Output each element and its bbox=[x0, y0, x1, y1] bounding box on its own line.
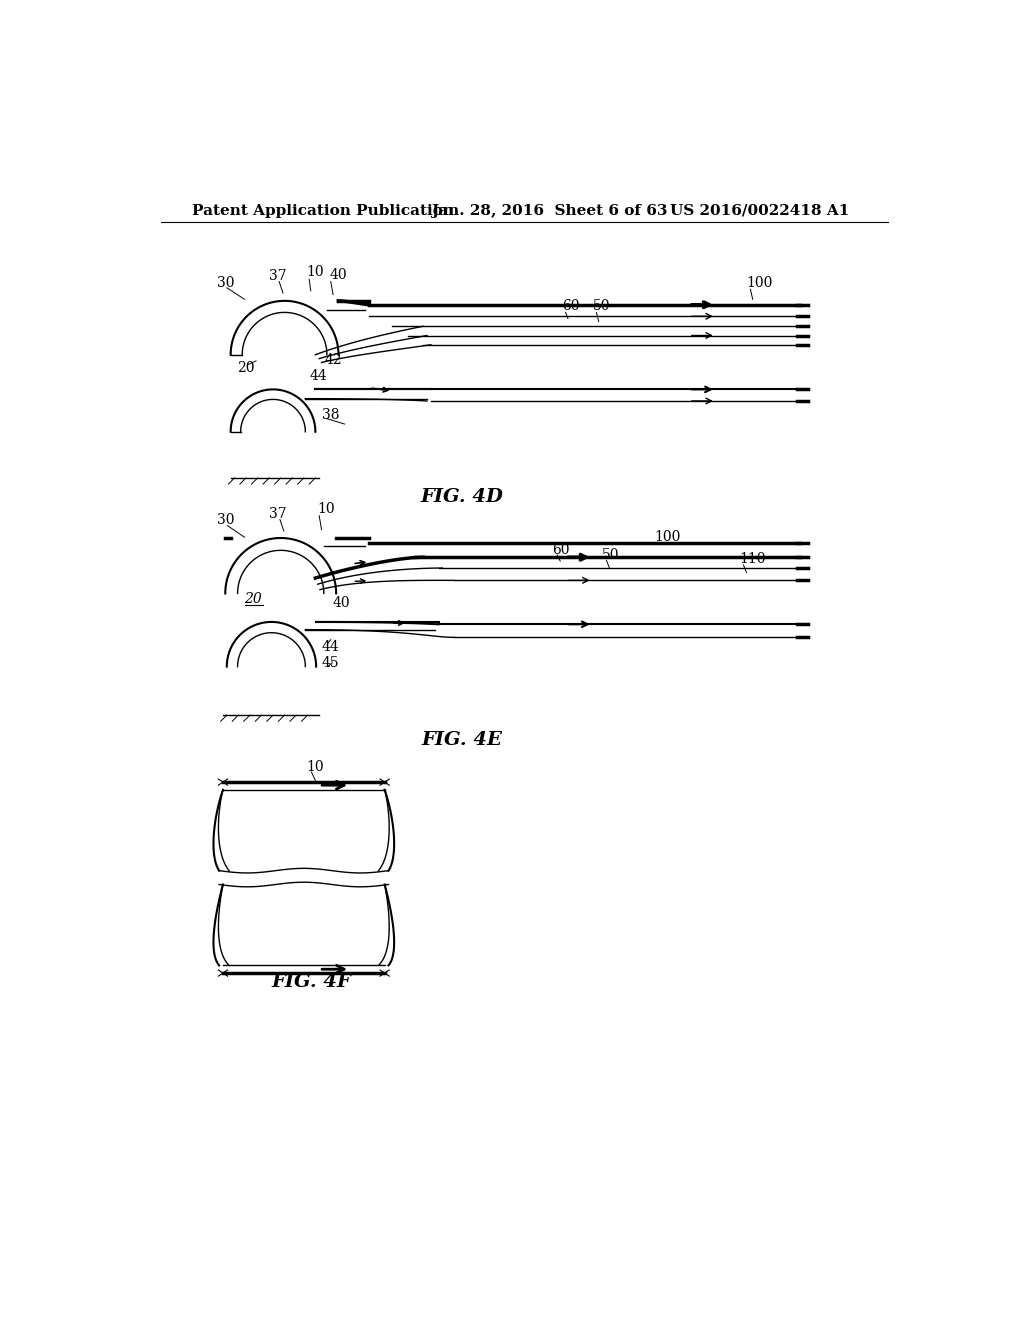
Text: Jan. 28, 2016  Sheet 6 of 63: Jan. 28, 2016 Sheet 6 of 63 bbox=[431, 203, 668, 218]
Text: 20: 20 bbox=[245, 591, 262, 606]
Text: 10: 10 bbox=[316, 502, 335, 516]
Text: 30: 30 bbox=[217, 513, 234, 527]
Text: 60: 60 bbox=[562, 300, 580, 313]
Text: 100: 100 bbox=[654, 531, 681, 544]
Text: 100: 100 bbox=[746, 276, 773, 290]
Text: 44: 44 bbox=[309, 368, 327, 383]
Text: FIG. 4D: FIG. 4D bbox=[420, 488, 503, 506]
Text: FIG. 4E: FIG. 4E bbox=[421, 731, 502, 748]
Text: 50: 50 bbox=[602, 548, 620, 562]
Text: 40: 40 bbox=[330, 268, 347, 282]
Text: 20: 20 bbox=[237, 360, 254, 375]
Text: 10: 10 bbox=[306, 265, 324, 280]
Text: 40: 40 bbox=[333, 597, 350, 610]
Text: 42: 42 bbox=[325, 354, 342, 367]
Text: 30: 30 bbox=[217, 276, 234, 290]
Text: Patent Application Publication: Patent Application Publication bbox=[193, 203, 455, 218]
Text: 37: 37 bbox=[269, 269, 287, 284]
Text: 38: 38 bbox=[322, 408, 339, 422]
Text: 60: 60 bbox=[553, 543, 570, 557]
Text: 50: 50 bbox=[593, 300, 610, 313]
Text: 37: 37 bbox=[269, 507, 287, 521]
Text: 45: 45 bbox=[322, 656, 339, 669]
Text: 110: 110 bbox=[739, 552, 765, 566]
Text: 44: 44 bbox=[322, 640, 339, 655]
Text: 10: 10 bbox=[306, 760, 324, 774]
Text: US 2016/0022418 A1: US 2016/0022418 A1 bbox=[670, 203, 849, 218]
Text: FIG. 4F: FIG. 4F bbox=[271, 973, 351, 991]
